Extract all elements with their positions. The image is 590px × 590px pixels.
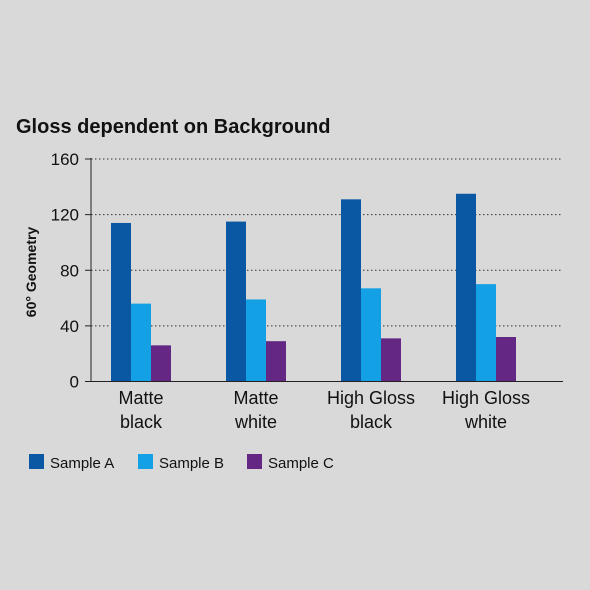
y-tick-label: 120 — [51, 206, 79, 225]
legend-swatch — [138, 454, 153, 469]
y-axis-ticks: 0 40 80 120 160 — [51, 150, 91, 392]
x-category-label: white — [234, 412, 277, 432]
y-tick-label: 40 — [60, 317, 79, 336]
bar-sample-b — [476, 284, 496, 382]
bar-sample-c — [381, 338, 401, 382]
x-category-label: black — [350, 412, 393, 432]
x-axis-categories: Matte black Matte white High Gloss black High … — [118, 388, 530, 432]
bar-sample-b — [361, 288, 381, 382]
bars — [111, 193, 516, 382]
bar-sample-a — [456, 193, 476, 382]
legend: Sample A Sample B Sample C — [29, 454, 334, 472]
x-category-label: white — [464, 412, 507, 432]
bar-sample-b — [131, 303, 151, 382]
x-category-label: black — [120, 412, 163, 432]
legend-swatch — [29, 454, 44, 469]
legend-label: Sample C — [268, 455, 334, 472]
y-tick-label: 160 — [51, 150, 79, 169]
legend-swatch — [247, 454, 262, 469]
x-category-label: Matte — [233, 388, 278, 408]
x-category-label: High Gloss — [442, 388, 530, 408]
legend-label: Sample A — [50, 455, 114, 472]
bar-sample-c — [266, 341, 286, 382]
y-tick-label: 0 — [70, 373, 79, 392]
bar-sample-a — [226, 221, 246, 382]
chart-title: Gloss dependent on Background — [16, 116, 330, 138]
x-category-label: High Gloss — [327, 388, 415, 408]
bar-sample-c — [151, 345, 171, 382]
legend-label: Sample B — [159, 455, 224, 472]
bar-sample-b — [246, 299, 266, 382]
bar-sample-a — [341, 199, 361, 382]
bar-sample-c — [496, 337, 516, 382]
x-category-label: Matte — [118, 388, 163, 408]
bar-sample-a — [111, 222, 131, 382]
y-axis-label: 60° Geometry — [23, 227, 39, 318]
y-tick-label: 80 — [60, 261, 79, 280]
